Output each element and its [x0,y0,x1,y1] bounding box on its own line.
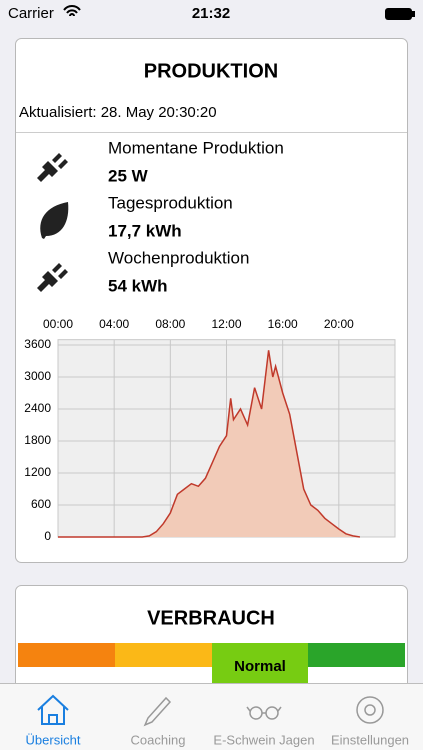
wifi-icon [63,5,81,17]
y-tick-label: 0 [44,529,51,543]
tab-bar [0,683,423,750]
x-tick-label: 00:00 [43,317,73,331]
level-segment-active [212,643,308,685]
level-segment [308,643,405,667]
y-tick-label: 600 [31,497,51,511]
item-value: 54 kWh [108,276,168,295]
clock: 21:32 [192,5,230,22]
updated-text: Aktualisiert: 28. May 20:30:20 [19,104,217,121]
tab-label[interactable]: Einstellungen [331,732,409,747]
glasses-icon[interactable] [246,706,282,720]
level-segment [18,643,115,667]
item-value: 17,7 kWh [108,221,182,240]
plug-icon [37,263,68,292]
x-tick-label: 12:00 [211,317,241,331]
leaf-icon [40,202,69,239]
y-tick-label: 2400 [24,401,51,415]
item-label: Momentane Produktion [108,138,284,157]
x-tick-label: 16:00 [268,317,298,331]
settings-icon[interactable] [356,696,384,724]
tab-label[interactable]: Coaching [131,732,186,747]
plug-icon [37,153,68,182]
home-icon[interactable] [37,694,69,725]
item-label: Wochenproduktion [108,248,249,267]
card-title: PRODUKTION [144,60,278,82]
tab-label[interactable]: Übersicht [26,732,81,747]
y-tick-label: 3600 [24,337,51,351]
x-tick-label: 08:00 [155,317,185,331]
area-fill [58,350,360,537]
level-segment [115,643,212,667]
x-tick-label: 20:00 [324,317,354,331]
battery-icon [385,8,412,20]
card-title: VERBRAUCH [147,607,275,629]
battery-tip [412,11,415,17]
area-line [58,350,361,538]
carrier: Carrier [8,5,54,22]
item-value: 25 W [108,166,149,185]
y-tick-label: 1200 [24,465,51,479]
tab-label[interactable]: E-Schwein Jagen [213,732,314,747]
y-tick-label: 3000 [24,369,51,383]
y-tick-label: 1800 [24,433,51,447]
x-tick-label: 04:00 [99,317,129,331]
coaching-icon[interactable] [143,696,172,727]
level-label: Normal [234,658,286,675]
item-label: Tagesproduktion [108,193,233,212]
